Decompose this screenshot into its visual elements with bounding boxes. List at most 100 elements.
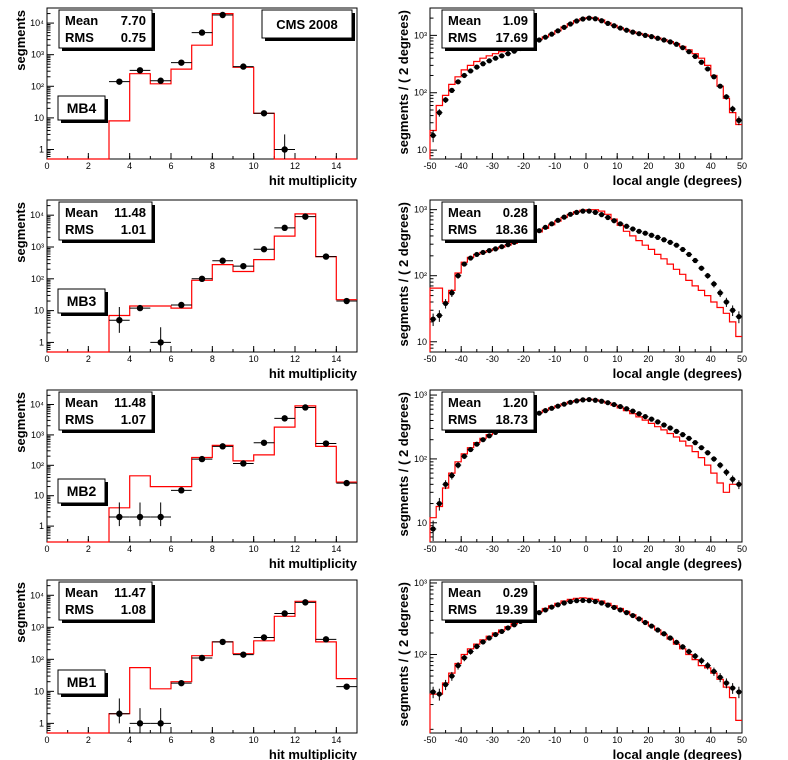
x-tick-label: 50 bbox=[737, 354, 747, 364]
data-point bbox=[281, 610, 288, 617]
x-tick-label: 0 bbox=[583, 735, 588, 745]
x-tick-label: 12 bbox=[290, 735, 300, 745]
data-point bbox=[240, 460, 247, 467]
data-point bbox=[617, 607, 623, 613]
stats-rms-label: RMS bbox=[448, 30, 477, 45]
data-point bbox=[642, 619, 648, 626]
data-point bbox=[555, 403, 561, 409]
plot-frame bbox=[46, 7, 358, 160]
data-point bbox=[443, 300, 449, 307]
data-point bbox=[480, 639, 486, 645]
data-point bbox=[480, 61, 486, 67]
x-tick-label: 10 bbox=[249, 161, 259, 171]
y-tick-label: 10 bbox=[34, 113, 44, 123]
data-point bbox=[499, 628, 505, 635]
x-tick-label: 50 bbox=[737, 544, 747, 554]
data-point bbox=[555, 602, 561, 608]
plot-frame bbox=[46, 579, 358, 734]
x-tick-label: -30 bbox=[486, 735, 499, 745]
x-tick-label: -50 bbox=[423, 161, 436, 171]
data-point bbox=[542, 34, 549, 40]
data-point bbox=[655, 419, 661, 425]
data-point bbox=[549, 405, 555, 411]
data-point bbox=[673, 242, 680, 248]
stats-mean-label: Mean bbox=[65, 585, 98, 600]
data-point bbox=[302, 404, 309, 411]
data-point bbox=[692, 257, 698, 264]
data-point bbox=[686, 251, 692, 258]
stats-rms-value: 1.01 bbox=[121, 222, 146, 237]
data-point bbox=[505, 51, 511, 57]
data-point bbox=[574, 598, 580, 604]
data-point bbox=[219, 443, 226, 450]
station-label: MB4 bbox=[67, 100, 97, 116]
y-tick-label: 10² bbox=[414, 650, 427, 660]
stats-box bbox=[58, 391, 153, 431]
data-point bbox=[667, 39, 673, 45]
data-point bbox=[736, 117, 742, 123]
data-point bbox=[116, 710, 123, 717]
x-tick-label: 40 bbox=[706, 354, 716, 364]
data-point bbox=[661, 237, 667, 243]
data-point bbox=[467, 68, 474, 74]
x-tick-label: 40 bbox=[706, 161, 716, 171]
data-point bbox=[178, 487, 185, 494]
y-tick-label: 10³ bbox=[31, 430, 44, 440]
x-tick-label: 20 bbox=[643, 735, 653, 745]
data-point bbox=[157, 339, 164, 346]
data-point bbox=[580, 208, 586, 214]
panel-mb3-angle: -50 -40 -30 -20 -10 0 10 20 30 40 50 10 10² 10³ local … bbox=[396, 199, 747, 381]
data-point bbox=[430, 132, 436, 139]
stats-mean-label: Mean bbox=[448, 205, 481, 220]
data-point bbox=[436, 312, 442, 319]
x-tick-label: 0 bbox=[44, 161, 49, 171]
y-tick-label: 1 bbox=[39, 144, 44, 154]
data-point bbox=[630, 226, 636, 232]
data-point bbox=[574, 398, 580, 404]
data-point bbox=[705, 662, 711, 669]
data-point bbox=[343, 479, 350, 487]
y-tick-label: 10⁴ bbox=[30, 590, 44, 600]
data-point bbox=[686, 648, 692, 655]
data-point bbox=[717, 83, 723, 89]
data-point bbox=[636, 411, 642, 417]
stats-rms-value: 17.69 bbox=[495, 30, 528, 45]
x-tick-label: 12 bbox=[290, 161, 300, 171]
x-tick-label: 2 bbox=[86, 544, 91, 554]
x-tick-label: 2 bbox=[86, 735, 91, 745]
data-point bbox=[505, 242, 511, 248]
y-tick-label: 10³ bbox=[31, 242, 44, 252]
data-point bbox=[474, 441, 480, 447]
x-tick-label: -20 bbox=[517, 735, 530, 745]
stats-rms-label: RMS bbox=[65, 222, 94, 237]
x-tick-label: 6 bbox=[168, 354, 173, 364]
data-point bbox=[178, 301, 185, 309]
y-tick-label: 10² bbox=[414, 271, 427, 281]
station-box bbox=[57, 95, 106, 121]
data-point bbox=[449, 290, 455, 296]
x-tick-label: 4 bbox=[127, 544, 132, 554]
data-point bbox=[698, 59, 705, 65]
data-point bbox=[461, 72, 467, 79]
data-point bbox=[673, 639, 680, 645]
panel-mb2-angle: -50 -40 -30 -20 -10 0 10 20 30 40 50 10 10² 10³ local … bbox=[396, 389, 747, 571]
data-point bbox=[136, 304, 144, 312]
x-tick-label: 0 bbox=[44, 735, 49, 745]
stats-rms-label: RMS bbox=[65, 30, 94, 45]
x-tick-label: 50 bbox=[737, 735, 747, 745]
data-point bbox=[611, 23, 617, 29]
data-point bbox=[630, 408, 636, 414]
data-point bbox=[617, 403, 623, 410]
y-tick-label: 10 bbox=[417, 337, 427, 347]
x-tick-label: 10 bbox=[612, 354, 622, 364]
data-point bbox=[474, 251, 480, 258]
x-tick-label: 4 bbox=[127, 354, 132, 364]
data-point bbox=[536, 610, 542, 616]
x-tick-label: 30 bbox=[675, 735, 685, 745]
data-point bbox=[717, 290, 723, 296]
x-tick-label: -10 bbox=[548, 735, 561, 745]
data-point bbox=[449, 472, 455, 479]
y-axis-label: segments bbox=[13, 202, 28, 263]
data-point bbox=[567, 21, 574, 27]
x-tick-label: -10 bbox=[548, 544, 561, 554]
